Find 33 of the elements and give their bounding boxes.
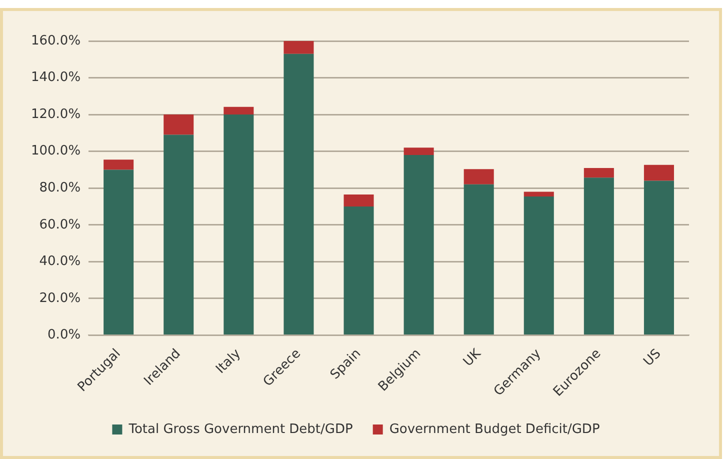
bar xyxy=(344,206,374,334)
bar xyxy=(284,41,314,54)
bar xyxy=(224,106,254,115)
bar xyxy=(644,164,674,181)
bar xyxy=(584,168,614,178)
x-tick-label: UK xyxy=(460,346,484,370)
bar xyxy=(404,148,434,156)
bar xyxy=(524,196,554,334)
bar xyxy=(464,184,494,334)
bar xyxy=(164,114,194,135)
y-tick-label: 40.0% xyxy=(39,254,81,270)
bar xyxy=(224,114,254,334)
bar xyxy=(524,192,554,197)
bar xyxy=(644,180,674,334)
bar xyxy=(584,178,614,334)
y-tick-label: 160.0% xyxy=(30,33,81,48)
y-tick-label: 140.0% xyxy=(30,70,81,86)
bar xyxy=(164,134,194,334)
y-tick-label: 100.0% xyxy=(30,144,81,159)
x-tick-label: US xyxy=(641,346,664,370)
bar xyxy=(104,160,134,170)
bar xyxy=(104,170,134,334)
legend-label: Total Gross Government Debt/GDP xyxy=(128,422,353,437)
bar xyxy=(284,54,314,334)
y-tick-label: 120.0% xyxy=(30,106,81,122)
y-tick-label: 60.0% xyxy=(39,217,81,232)
bar xyxy=(404,155,434,334)
y-tick-label: 80.0% xyxy=(39,180,81,196)
y-tick-label: 20.0% xyxy=(39,290,81,306)
bar xyxy=(344,194,374,206)
y-tick-label: 0.0% xyxy=(48,328,81,343)
legend-label: Government Budget Deficit/GDP xyxy=(389,422,600,437)
bar xyxy=(464,169,494,184)
